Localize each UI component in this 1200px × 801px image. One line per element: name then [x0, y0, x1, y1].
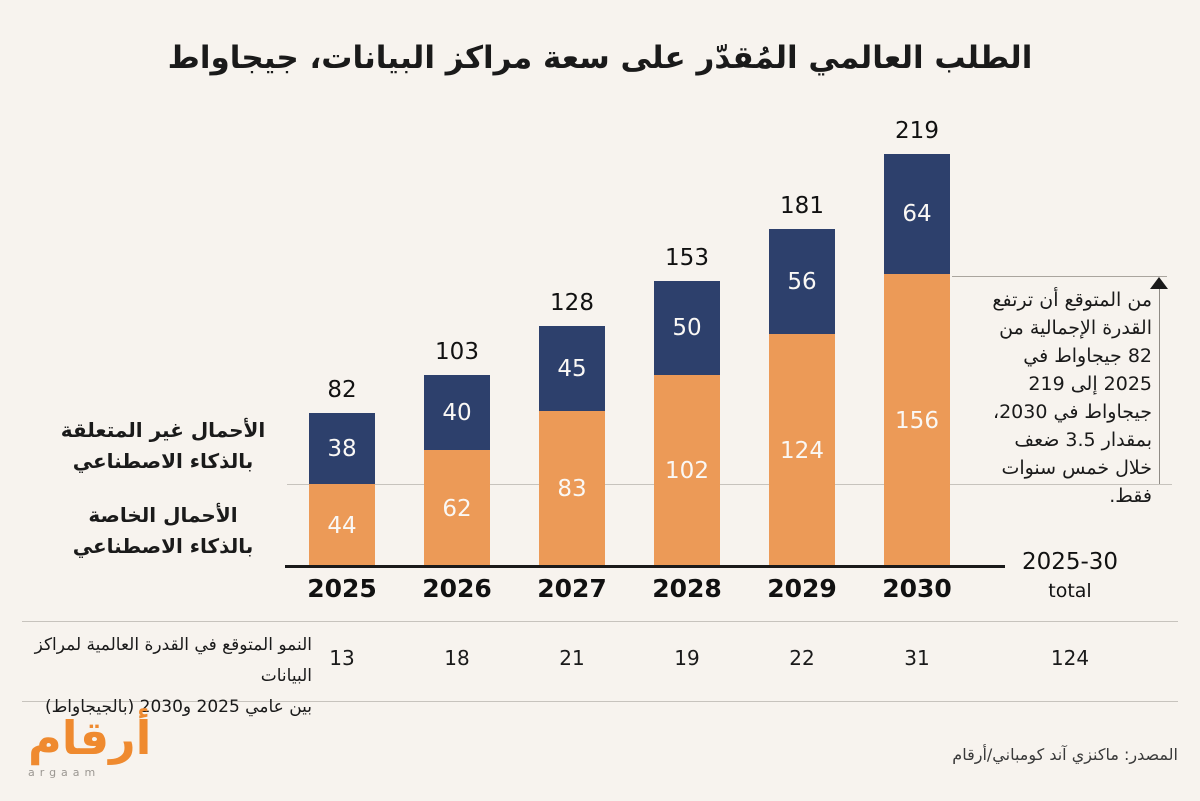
- bar-total-label-2027: 128: [550, 290, 594, 316]
- annotation-leader-line-top: [952, 276, 1167, 277]
- bar-segment-ai-2029: 124: [769, 334, 835, 567]
- legend-label-non-ai-workloads: الأحمال غير المتعلقة بالذكاء الاصطناعي: [43, 415, 283, 477]
- annotation-text: من المتوقع أن ترتفع القدرة الإجمالية من 82…: [980, 286, 1152, 510]
- annotation-text-line: من المتوقع أن ترتفع: [992, 289, 1152, 311]
- bar-segment-ai-2028-value: 102: [665, 458, 709, 484]
- legend-label-ai-workloads-line: الأحمال الخاصة: [88, 503, 238, 527]
- bar-segment-ai-2029-value: 124: [780, 437, 824, 464]
- bar-segment-non-ai-2026-value: 40: [442, 399, 472, 426]
- legend-label-ai-workloads: الأحمال الخاصة بالذكاء الاصطناعي: [43, 500, 283, 562]
- bar-segment-non-ai-2030-value: 64: [902, 201, 932, 227]
- growth-row-label-line: النمو المتوقع في القدرة العالمية لمراكز …: [34, 635, 312, 686]
- bar-segment-ai-2026-value: 62: [442, 495, 472, 522]
- bar-segment-ai-2028: 102: [654, 375, 720, 567]
- bar-segment-ai-2025: 44: [309, 484, 375, 567]
- legend-label-non-ai-workloads-line: بالذكاء الاصطناعي: [72, 449, 254, 473]
- table-rule-bottom: [22, 701, 1178, 702]
- bar-segment-ai-2030-value: 156: [895, 407, 939, 434]
- bar-segment-ai-2027-value: 83: [557, 476, 587, 502]
- legend-label-non-ai-workloads-line: الأحمال غير المتعلقة: [60, 418, 266, 442]
- bar-total-label-2030: 219: [895, 118, 939, 144]
- bar-total-label-2028: 153: [665, 245, 709, 271]
- growth-value-2027: 21: [559, 646, 585, 670]
- x-axis-line: [285, 565, 1005, 568]
- x-tick-label-2026: 2026: [422, 574, 492, 603]
- reference-gridline: [287, 484, 1172, 485]
- annotation-vertical-line: [1159, 281, 1160, 484]
- growth-value-2029: 22: [789, 646, 815, 670]
- source-text: المصدر: ماكنزي آند كومباني/أرقام: [952, 745, 1178, 764]
- summary-total-label: total: [1048, 580, 1092, 602]
- bar-segment-ai-2027: 83: [539, 411, 605, 567]
- bar-segment-non-ai-2028-value: 50: [672, 315, 702, 341]
- table-rule-top: [22, 621, 1178, 622]
- chart-title: الطلب العالمي المُقدّر على سعة مراكز الب…: [167, 40, 1033, 76]
- annotation-text-line: 2025 إلى 219: [1028, 373, 1152, 395]
- x-tick-label-2028: 2028: [652, 574, 722, 603]
- annotation-text-line: بمقدار 3.5 ضعف: [1014, 429, 1152, 451]
- growth-row-label: النمو المتوقع في القدرة العالمية لمراكز …: [30, 630, 312, 723]
- growth-value-2028: 19: [674, 646, 700, 670]
- bar-segment-ai-2030: 156: [884, 274, 950, 567]
- annotation-text-line: خلال خمس سنوات فقط.: [1001, 457, 1152, 507]
- bar-total-label-2025: 82: [327, 377, 357, 403]
- x-tick-label-2025: 2025: [307, 574, 377, 603]
- x-tick-label-2030: 2030: [882, 574, 952, 603]
- bar-total-label-2029: 181: [780, 193, 824, 219]
- bar-segment-non-ai-2027: 45: [539, 326, 605, 411]
- bar-segment-non-ai-2030: 64: [884, 154, 950, 274]
- summary-period-label: 2025-30: [1021, 549, 1119, 575]
- bar-segment-non-ai-2029-value: 56: [787, 268, 817, 295]
- growth-row-label-line: بين عامي 2025 و2030 (بالجيجاواط): [44, 697, 312, 717]
- bar-segment-non-ai-2025-value: 38: [327, 435, 357, 462]
- bar-segment-non-ai-2025: 38: [309, 413, 375, 484]
- annotation-text-line: القدرة الإجمالية من: [999, 317, 1152, 339]
- growth-value-2026: 18: [444, 646, 470, 670]
- bar-total-label-2026: 103: [435, 339, 479, 365]
- argaam-logo-latin: argaam: [28, 766, 101, 779]
- bar-segment-ai-2026: 62: [424, 450, 490, 567]
- x-tick-label-2029: 2029: [767, 574, 837, 603]
- growth-value-2025: 13: [329, 646, 355, 670]
- up-arrow-icon: [1150, 277, 1168, 289]
- annotation-text-line: جيجاواط في 2030،: [992, 401, 1152, 423]
- bar-segment-ai-2025-value: 44: [327, 512, 357, 539]
- bar-segment-non-ai-2028: 50: [654, 281, 720, 375]
- annotation-text-line: 82 جيجاواط في: [1023, 345, 1152, 367]
- legend-label-ai-workloads-line: بالذكاء الاصطناعي: [72, 534, 254, 558]
- growth-value-2030: 31: [904, 646, 930, 670]
- bar-segment-non-ai-2029: 56: [769, 229, 835, 334]
- bar-segment-non-ai-2026: 40: [424, 375, 490, 450]
- argaam-logo: أرقام argaam: [28, 712, 158, 779]
- x-tick-label-2027: 2027: [537, 574, 607, 603]
- growth-value-total: 124: [1050, 646, 1090, 670]
- argaam-logo-arabic: أرقام: [28, 711, 152, 765]
- bar-segment-non-ai-2027-value: 45: [557, 355, 587, 382]
